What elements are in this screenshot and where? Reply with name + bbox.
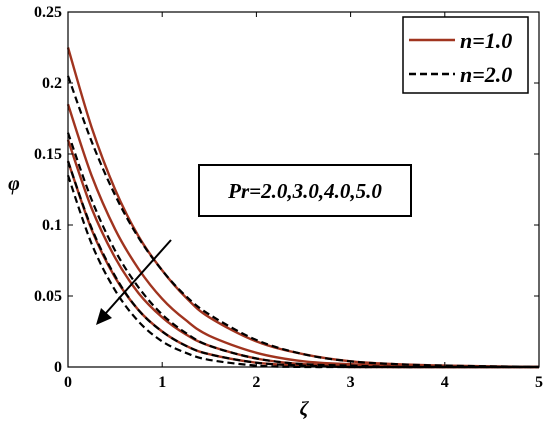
x-axis-label: ζ: [300, 398, 310, 420]
series-line-dashed-4: [66, 174, 539, 369]
legend-box: [402, 16, 529, 94]
tick-labels: 0 1 2 3 4 5 0 0.05 0.1 0.15 0.2 0.25: [34, 4, 543, 391]
annotation-text: Pr=2.0,3.0,4.0,5.0: [227, 179, 382, 203]
y-tick-label: 0.1: [42, 217, 62, 234]
x-tick-label: 0: [64, 374, 72, 391]
series-line-dashed-1: [66, 75, 540, 369]
x-tick-label: 4: [441, 374, 449, 391]
trend-arrow: [96, 239, 172, 325]
legend: n=1.0 n=2.0: [402, 16, 529, 94]
plot-frame: [67, 11, 540, 368]
series-line-solid-2: [66, 103, 540, 369]
y-tick-label: 0.05: [34, 288, 62, 305]
y-tick-label: 0.2: [42, 75, 62, 92]
annotation-box: [198, 164, 412, 217]
axis-ticks: [67, 11, 540, 368]
x-tick-label: 2: [252, 374, 260, 391]
legend-label-solid: n=1.0: [460, 28, 512, 53]
x-tick-label: 1: [158, 374, 166, 391]
y-axis-label: φ: [8, 173, 20, 195]
series-line-solid-1: [66, 47, 540, 369]
parameter-annotation: Pr=2.0,3.0,4.0,5.0: [198, 164, 412, 217]
x-tick-label: 5: [535, 374, 543, 391]
legend-label-dashed: n=2.0: [460, 62, 512, 87]
y-tick-label: 0.25: [34, 4, 62, 21]
y-tick-label: 0.15: [34, 146, 62, 163]
y-tick-label: 0: [54, 359, 62, 376]
x-tick-label: 3: [347, 374, 355, 391]
